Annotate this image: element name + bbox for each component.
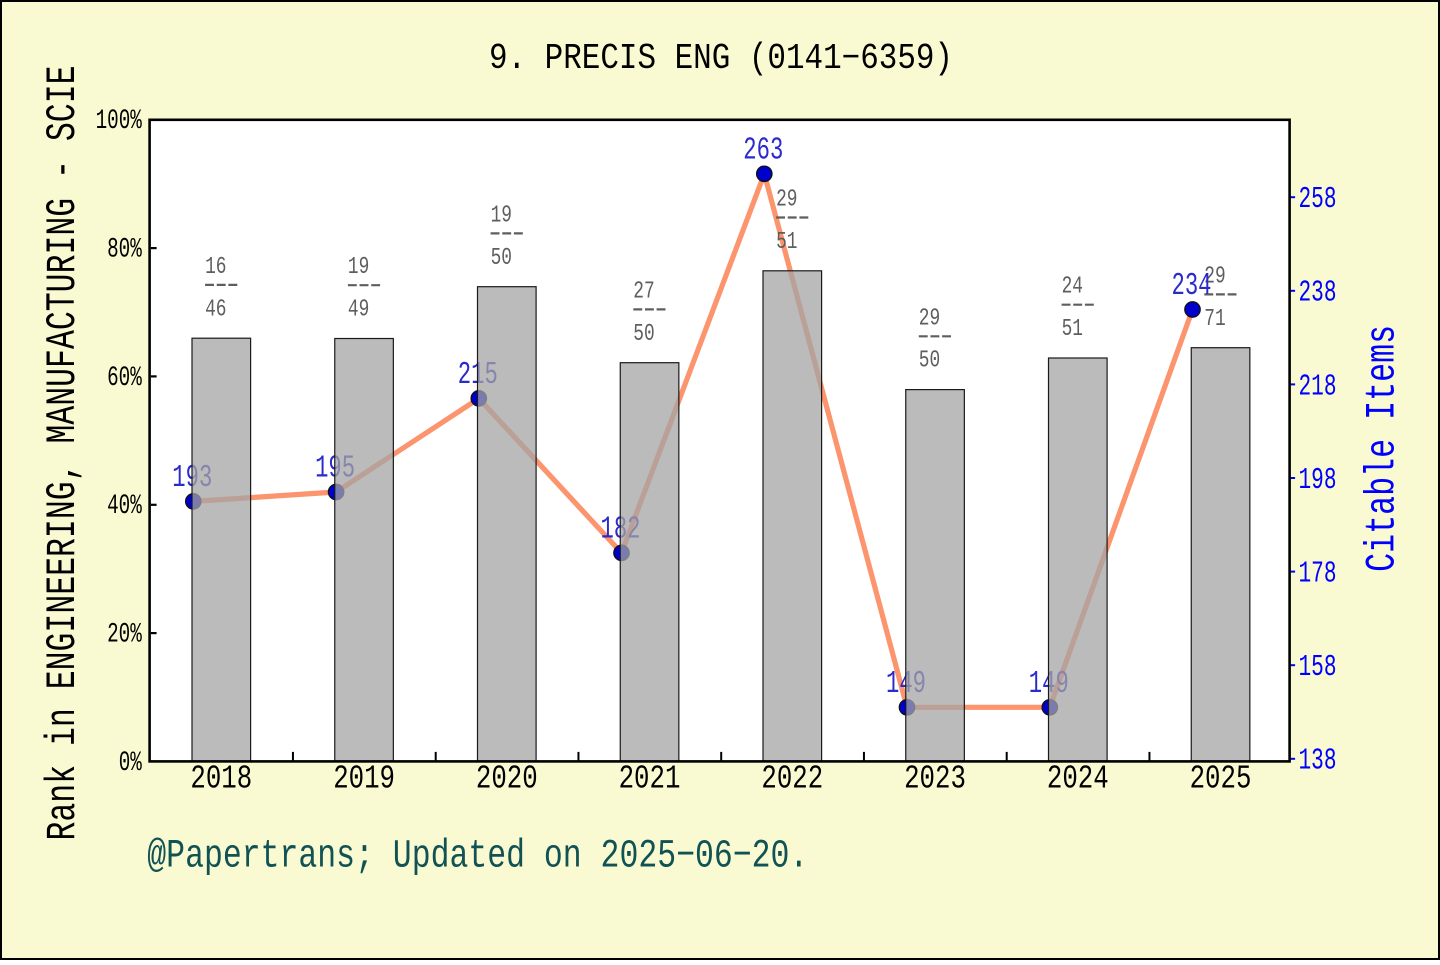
svg-text:50: 50 [491, 245, 512, 272]
svg-text:19: 19 [491, 202, 512, 229]
svg-text:51: 51 [776, 229, 797, 256]
svg-text:234: 234 [1172, 269, 1212, 304]
svg-text:100%: 100% [96, 106, 143, 137]
svg-text:158: 158 [1299, 651, 1337, 685]
svg-text:51: 51 [1062, 316, 1083, 343]
svg-text:238: 238 [1299, 277, 1337, 311]
svg-text:Rank in ENGINEERING, MANUFACTU: Rank in ENGINEERING, MANUFACTURING - SCI… [39, 66, 87, 841]
svg-text:2021: 2021 [619, 761, 681, 798]
svg-text:2020: 2020 [476, 761, 538, 798]
svg-text:258: 258 [1299, 183, 1337, 217]
svg-text:29: 29 [919, 305, 940, 332]
svg-text:9. PRECIS ENG (0141−6359): 9. PRECIS ENG (0141−6359) [489, 38, 953, 79]
svg-text:60%: 60% [107, 363, 142, 394]
svg-text:27: 27 [633, 278, 654, 305]
svg-text:Citable Items: Citable Items [1359, 325, 1407, 572]
svg-text:16: 16 [205, 254, 226, 281]
svg-text:71: 71 [1204, 306, 1225, 333]
svg-text:50: 50 [919, 348, 940, 375]
svg-text:2024: 2024 [1047, 761, 1109, 798]
svg-text:19: 19 [348, 254, 369, 281]
svg-text:0%: 0% [119, 748, 142, 779]
svg-text:40%: 40% [107, 491, 142, 522]
svg-text:80%: 80% [107, 235, 142, 266]
svg-text:178: 178 [1299, 558, 1337, 592]
svg-text:@Papertrans; Updated on 2025−0: @Papertrans; Updated on 2025−06−20. [147, 834, 808, 879]
svg-text:2022: 2022 [761, 761, 823, 798]
svg-text:2019: 2019 [333, 761, 395, 798]
svg-text:198: 198 [1299, 464, 1337, 498]
svg-text:218: 218 [1299, 370, 1337, 404]
svg-text:2023: 2023 [904, 761, 966, 798]
svg-text:263: 263 [743, 133, 783, 168]
svg-text:50: 50 [633, 321, 654, 348]
svg-text:2018: 2018 [190, 761, 252, 798]
svg-text:29: 29 [1204, 263, 1225, 290]
svg-text:20%: 20% [107, 620, 142, 651]
svg-text:46: 46 [205, 296, 226, 323]
svg-text:2025: 2025 [1190, 761, 1252, 798]
svg-text:49: 49 [348, 297, 369, 324]
svg-text:29: 29 [776, 187, 797, 214]
svg-text:24: 24 [1062, 274, 1083, 301]
svg-text:138: 138 [1299, 745, 1337, 779]
